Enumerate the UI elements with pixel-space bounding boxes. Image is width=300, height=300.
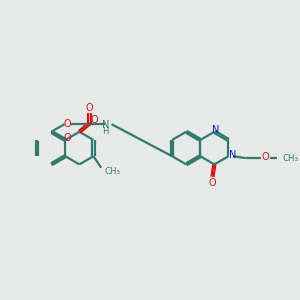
Text: CH₃: CH₃: [282, 154, 298, 163]
Text: O: O: [63, 133, 71, 143]
Text: CH₃: CH₃: [105, 167, 121, 176]
Text: N: N: [102, 120, 110, 130]
Text: O: O: [262, 152, 270, 162]
Text: O: O: [86, 103, 93, 113]
Text: O: O: [208, 178, 216, 188]
Text: N: N: [212, 125, 219, 135]
Text: O: O: [91, 115, 98, 125]
Text: H: H: [103, 127, 109, 136]
Text: O: O: [64, 119, 71, 129]
Text: N: N: [229, 150, 236, 160]
